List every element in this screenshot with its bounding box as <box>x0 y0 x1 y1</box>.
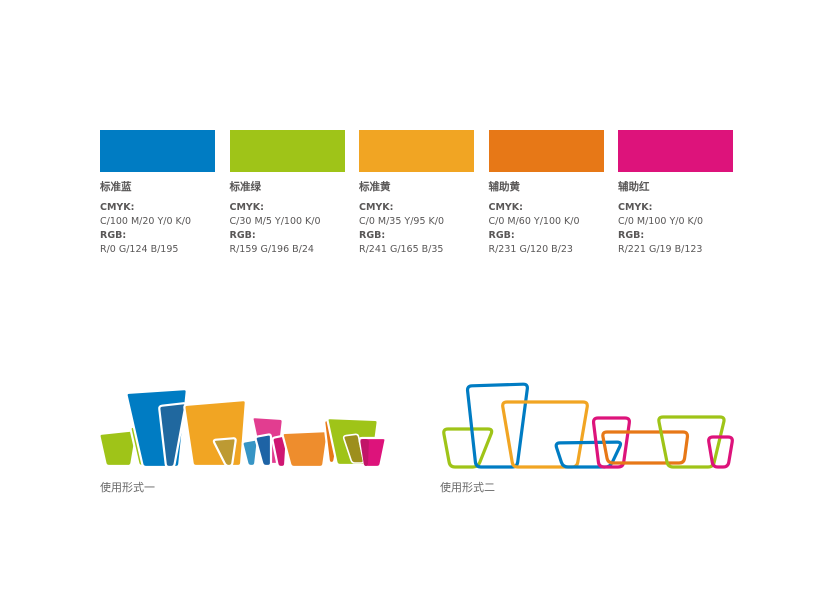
rgb-value: R/221 G/19 B/123 <box>618 244 703 255</box>
cmyk-value: C/30 M/5 Y/100 K/0 <box>229 216 321 227</box>
color-swatch-aux-yellow <box>488 130 604 172</box>
color-swatch-aux-red <box>618 130 733 172</box>
rgb-label: RGB: <box>618 230 645 241</box>
swatch-spec: CMYK: C/0 M/35 Y/95 K/0 RGB: R/241 G/165… <box>359 201 474 257</box>
swatch-column-aux-yellow: 辅助黄 CMYK: C/0 M/60 Y/100 K/0 RGB: R/231 … <box>488 130 604 257</box>
rgb-label: RGB: <box>100 230 127 241</box>
swatch-name: 辅助红 <box>618 181 650 193</box>
cmyk-value: C/100 M/20 Y/0 K/0 <box>100 216 192 227</box>
swatch-spec: CMYK: C/0 M/100 Y/0 K/0 RGB: R/221 G/19 … <box>618 201 733 257</box>
rgb-value: R/241 G/165 B/35 <box>359 244 444 255</box>
cmyk-value: C/0 M/60 Y/100 K/0 <box>488 216 580 227</box>
swatch-spec: CMYK: C/30 M/5 Y/100 K/0 RGB: R/159 G/19… <box>230 201 345 257</box>
usage-form2-label: 使用形式二 <box>440 481 495 494</box>
usage-form2-artwork <box>442 382 734 469</box>
color-swatch-standard-yellow <box>359 130 474 172</box>
cmyk-label: CMYK: <box>488 202 523 213</box>
cmyk-label: CMYK: <box>618 202 653 213</box>
rgb-label: RGB: <box>229 230 256 241</box>
swatch-column-aux-red: 辅助红 CMYK: C/0 M/100 Y/0 K/0 RGB: R/221 G… <box>618 130 733 257</box>
swatch-name: 标准蓝 <box>100 181 132 193</box>
cmyk-label: CMYK: <box>359 202 394 213</box>
color-swatch-standard-blue <box>100 130 215 172</box>
swatch-name: 标准绿 <box>229 181 262 193</box>
color-swatch-standard-green <box>229 130 345 172</box>
cmyk-value: C/0 M/100 Y/0 K/0 <box>618 216 703 227</box>
swatch-name: 辅助黄 <box>488 181 521 193</box>
rgb-label: RGB: <box>488 230 515 241</box>
swatch-column-standard-blue: 标准蓝 CMYK: C/100 M/20 Y/0 K/0 RGB: R/0 G/… <box>100 130 215 257</box>
usage-form1-artwork <box>98 388 387 469</box>
swatch-spec: CMYK: C/0 M/60 Y/100 K/0 RGB: R/231 G/12… <box>489 201 604 257</box>
swatch-name: 标准黄 <box>359 181 391 193</box>
rgb-value: R/231 G/120 B/23 <box>488 244 573 255</box>
cmyk-value: C/0 M/35 Y/95 K/0 <box>359 216 444 227</box>
rgb-value: R/159 G/196 B/24 <box>229 244 314 255</box>
rgb-value: R/0 G/124 B/195 <box>100 244 179 255</box>
cmyk-label: CMYK: <box>100 202 135 213</box>
palette-row: 标准蓝 CMYK: C/100 M/20 Y/0 K/0 RGB: R/0 G/… <box>100 130 733 257</box>
swatch-column-standard-yellow: 标准黄 CMYK: C/0 M/35 Y/95 K/0 RGB: R/241 G… <box>359 130 474 257</box>
usage-form1-label: 使用形式一 <box>100 481 155 494</box>
cmyk-label: CMYK: <box>229 202 264 213</box>
rgb-label: RGB: <box>359 230 386 241</box>
swatch-spec: CMYK: C/100 M/20 Y/0 K/0 RGB: R/0 G/124 … <box>100 201 215 257</box>
swatch-column-standard-green: 标准绿 CMYK: C/30 M/5 Y/100 K/0 RGB: R/159 … <box>229 130 345 257</box>
